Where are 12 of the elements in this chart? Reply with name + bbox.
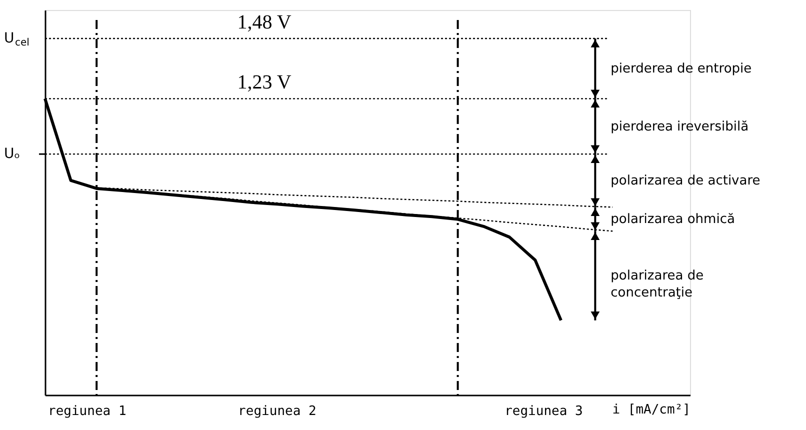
- text: regiunea 1: [48, 404, 126, 419]
- ref-line-label: 1,23 V: [237, 72, 292, 94]
- text: regiunea 3: [504, 404, 583, 419]
- x-axis-title: i [mA/cm²]: [612, 402, 690, 418]
- annotation: polarizarea ohmică: [610, 212, 735, 228]
- text: Uₒ: [4, 146, 20, 162]
- text: regiunea 2: [238, 404, 316, 419]
- annotation: polarizarea de activare: [610, 174, 760, 189]
- text: pierderea de entropie: [610, 62, 752, 77]
- annotation: pierderea ireversibilă: [610, 119, 749, 134]
- ref-line-label: 1,48 V: [237, 12, 292, 34]
- annotation: polarizarea de concentraţie: [610, 268, 704, 301]
